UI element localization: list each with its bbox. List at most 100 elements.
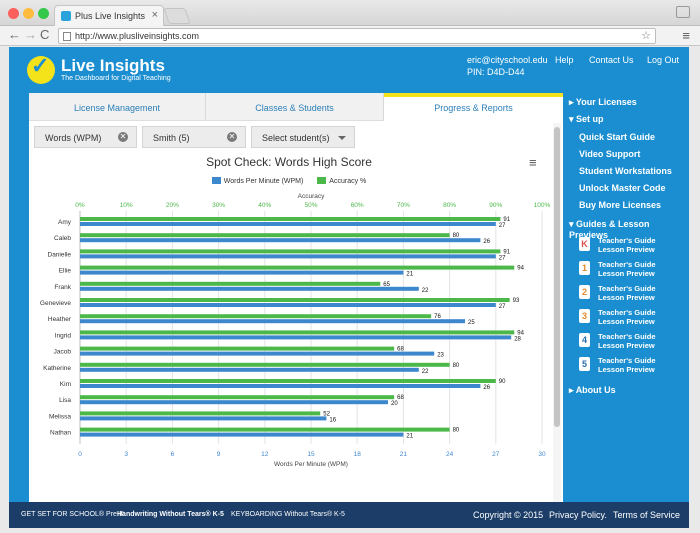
new-tab-button[interactable] — [163, 8, 191, 24]
top-axis-tick-label: 40% — [258, 202, 271, 209]
guide-grade-3[interactable]: 3 Teacher's Guide Lesson Preview — [579, 308, 689, 330]
accuracy-bar — [80, 411, 321, 416]
terms-of-service-link[interactable]: Terms of Service — [613, 510, 681, 520]
metric-filter-label: Words (WPM) — [45, 133, 102, 143]
address-bar[interactable]: http://www.plusliveinsights.com ☆ — [58, 28, 656, 44]
accuracy-bar — [80, 265, 515, 270]
chart-legend: Words Per Minute (WPM) Accuracy % — [29, 177, 549, 185]
bottom-axis-title: Words Per Minute (WPM) — [274, 461, 348, 468]
top-axis-tick-label: 0% — [75, 202, 85, 209]
bottom-axis-tick-label: 21 — [400, 451, 408, 458]
sidebar-about-us[interactable]: ▸ About Us — [569, 385, 616, 395]
wpm-bar — [80, 432, 404, 437]
guide-grade-5[interactable]: 5 Teacher's Guide Lesson Preview — [579, 356, 689, 378]
top-axis-title: Accuracy — [298, 193, 325, 200]
brand-tagline: The Dashboard for Digital Teaching — [61, 75, 171, 82]
tab-license-management[interactable]: License Management — [29, 93, 206, 121]
legend-swatch-wpm — [211, 177, 221, 184]
accuracy-data-label: 76 — [434, 314, 441, 320]
guide-grade-4[interactable]: 4 Teacher's Guide Lesson Preview — [579, 332, 689, 354]
bottom-axis-tick-label: 30 — [538, 451, 546, 458]
sidebar-your-licenses-label: Your Licenses — [575, 97, 637, 107]
legend-item-wpm[interactable]: Words Per Minute (WPM) — [211, 177, 304, 185]
top-axis-tick-label: 50% — [304, 202, 317, 209]
wpm-bar — [80, 238, 481, 243]
legend-label-wpm: Words Per Minute (WPM) — [223, 178, 304, 185]
legend-item-accuracy[interactable]: Accuracy % — [317, 177, 366, 185]
wpm-bar — [80, 335, 512, 340]
logo-icon[interactable] — [27, 56, 55, 84]
log-out-link[interactable]: Log Out — [647, 55, 680, 65]
bottom-axis-tick-label: 6 — [171, 451, 175, 458]
tab-classes-students[interactable]: Classes & Students — [206, 93, 384, 121]
top-axis-tick-label: 100% — [534, 202, 551, 209]
content-scrollbar[interactable] — [553, 123, 561, 502]
browser-toolbar: ← → C http://www.plusliveinsights.com ☆ … — [0, 26, 700, 46]
footer-brand-kwt[interactable]: KEYBOARDING Without Tears® K-5 — [231, 511, 345, 518]
top-axis-tick-label: 80% — [443, 202, 456, 209]
back-arrow-icon[interactable]: ← — [8, 27, 21, 42]
chart-title: Spot Check: Words High Score — [206, 155, 372, 169]
maximize-window-icon[interactable] — [38, 8, 49, 19]
wpm-bar — [80, 351, 435, 356]
accuracy-data-label: 68 — [397, 347, 404, 353]
reload-icon[interactable]: C — [40, 27, 50, 42]
sidebar-buy-more-licenses[interactable]: Buy More Licenses — [579, 200, 662, 210]
wpm-data-label: 27 — [499, 304, 506, 310]
accuracy-data-label: 68 — [397, 395, 404, 401]
category-label: Lisa — [59, 397, 71, 404]
sidebar-unlock-master-code[interactable]: Unlock Master Code — [579, 183, 666, 193]
scrollbar-thumb[interactable] — [554, 127, 560, 427]
top-axis-tick-label: 20% — [166, 202, 179, 209]
sidebar-guides-heading[interactable]: ▾ Guides & Lesson Previews — [569, 219, 650, 240]
wpm-data-label: 21 — [406, 434, 413, 440]
window-profile-icon[interactable] — [676, 6, 690, 18]
browser-tab[interactable]: Plus Live Insights × — [54, 5, 164, 26]
accuracy-data-label: 90 — [499, 379, 506, 385]
accuracy-bar — [80, 330, 515, 335]
clear-metric-icon[interactable]: ✕ — [118, 132, 128, 142]
top-axis-tick-label: 60% — [351, 202, 364, 209]
close-tab-icon[interactable]: × — [151, 9, 158, 21]
guide-grade-2[interactable]: 2 Teacher's Guide Lesson Preview — [579, 284, 689, 306]
wpm-data-label: 21 — [406, 272, 413, 278]
accuracy-bar — [80, 249, 501, 254]
wpm-data-label: 28 — [514, 336, 521, 342]
page-icon — [63, 32, 71, 41]
student-select[interactable]: Select student(s) — [251, 126, 355, 148]
sidebar-video-support[interactable]: Video Support — [579, 149, 641, 159]
brand-name[interactable]: Live Insights — [61, 56, 165, 75]
sidebar-student-workstations[interactable]: Student Workstations — [579, 166, 672, 176]
privacy-policy-link[interactable]: Privacy Policy. — [549, 510, 607, 520]
accuracy-bar — [80, 379, 496, 383]
contact-us-link[interactable]: Contact Us — [589, 55, 634, 65]
help-link[interactable]: Help — [555, 55, 574, 65]
guide-title: Teacher's Guide — [598, 356, 656, 365]
guide-grade-k[interactable]: K Teacher's Guide Lesson Preview — [579, 236, 689, 258]
wpm-bar — [80, 270, 404, 275]
sidebar-quick-start-guide[interactable]: Quick Start Guide — [579, 132, 656, 142]
chart-menu-icon[interactable]: ≡ — [529, 155, 537, 170]
forward-arrow-icon[interactable]: → — [24, 27, 37, 42]
class-filter[interactable]: Smith (5) ✕ — [142, 126, 246, 148]
footer-brand-gssf[interactable]: GET SET FOR SCHOOL® Pre-K — [21, 511, 124, 518]
sidebar-set-up[interactable]: ▾ Set up — [569, 114, 604, 124]
accuracy-bar — [80, 427, 450, 432]
metric-filter[interactable]: Words (WPM) ✕ — [34, 126, 137, 148]
guide-subtitle: Lesson Preview — [598, 365, 655, 374]
clear-class-icon[interactable]: ✕ — [227, 132, 237, 142]
footer-brand-hwt[interactable]: Handwriting Without Tears® K-5 — [117, 511, 224, 518]
accuracy-data-label: 93 — [513, 298, 520, 304]
guide-grade-1[interactable]: 1 Teacher's Guide Lesson Preview — [579, 260, 689, 282]
legend-label-accuracy: Accuracy % — [329, 178, 367, 185]
tab-progress-reports[interactable]: Progress & Reports — [384, 93, 563, 121]
close-window-icon[interactable] — [8, 8, 19, 19]
wpm-data-label: 16 — [329, 417, 336, 423]
grade-k-icon: K — [579, 237, 590, 251]
bottom-axis-tick-label: 9 — [217, 451, 221, 458]
browser-menu-icon[interactable]: ≡ — [682, 28, 690, 43]
minimize-window-icon[interactable] — [23, 8, 34, 19]
accuracy-bar — [80, 217, 501, 221]
bookmark-star-icon[interactable]: ☆ — [641, 30, 651, 42]
sidebar-your-licenses[interactable]: ▸ Your Licenses — [569, 97, 637, 107]
